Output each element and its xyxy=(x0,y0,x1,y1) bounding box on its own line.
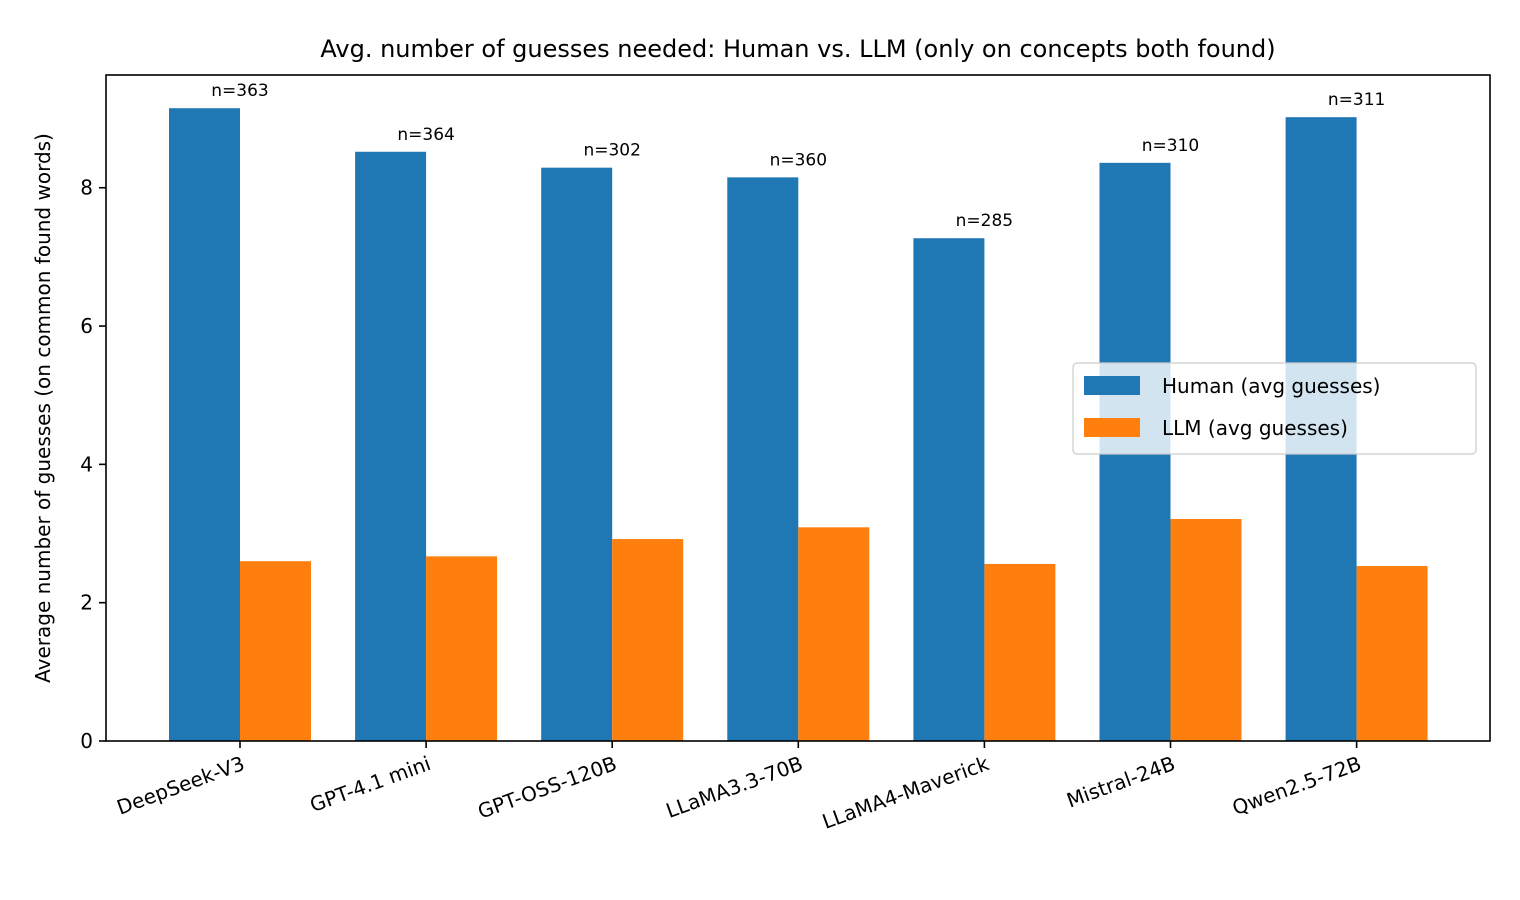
bar-llm-llama3-3-70b xyxy=(798,527,870,741)
y-tick-label-6: 6 xyxy=(80,314,93,338)
n-annotation-gpt-4-1-mini: n=364 xyxy=(397,125,454,145)
bar-human-llama3-3-70b xyxy=(727,177,799,742)
x-tick-label-mistral-24b: Mistral-24B xyxy=(1063,751,1178,812)
legend-label-llm: LLM (avg guesses) xyxy=(1162,416,1348,440)
y-tick-label-4: 4 xyxy=(80,452,93,476)
n-annotation-llama3-3-70b: n=360 xyxy=(770,150,827,170)
bar-llm-deepseek-v3 xyxy=(240,561,311,741)
n-annotation-llama4-maverick: n=285 xyxy=(956,211,1013,231)
bar-human-llama4-maverick xyxy=(913,238,985,741)
bar-human-deepseek-v3 xyxy=(169,108,240,741)
legend-swatch-llm xyxy=(1084,418,1140,437)
x-tick-label-gpt-4-1-mini: GPT-4.1 mini xyxy=(307,751,434,817)
y-tick-label-2: 2 xyxy=(80,591,93,615)
n-annotation-mistral-24b: n=310 xyxy=(1142,136,1199,156)
y-axis-title: Average number of guesses (on common fou… xyxy=(31,133,55,683)
n-annotation-deepseek-v3: n=363 xyxy=(211,81,268,101)
x-tick-label-llama3-3-70b: LLaMA3.3-70B xyxy=(663,751,806,823)
bar-llm-mistral-24b xyxy=(1170,519,1242,741)
legend-frame xyxy=(1072,362,1477,455)
bar-llm-qwen2-5-72b xyxy=(1356,566,1428,741)
x-tick-label-deepseek-v3: DeepSeek-V3 xyxy=(114,751,248,819)
bar-human-gpt-4-1-mini xyxy=(355,151,427,741)
x-tick-label-llama4-maverick: LLaMA4-Maverick xyxy=(819,751,992,834)
bar-human-gpt-oss-120b xyxy=(541,167,613,741)
y-axis: 0 2 4 6 8 xyxy=(80,176,106,753)
y-tick-label-8: 8 xyxy=(80,176,93,200)
n-annotation-qwen2-5-72b: n=311 xyxy=(1328,90,1385,110)
annotations-layer: n=363 n=364 n=302 n=360 n=285 n=310 n=311 xyxy=(211,81,1385,231)
legend-swatch-human xyxy=(1084,376,1140,395)
bar-llm-llama4-maverick xyxy=(984,563,1056,741)
legend-label-human: Human (avg guesses) xyxy=(1162,374,1380,398)
bar-llm-gpt-4-1-mini xyxy=(426,556,498,741)
legend: Human (avg guesses) LLM (avg guesses) xyxy=(1072,362,1477,455)
bar-llm-gpt-oss-120b xyxy=(612,539,684,741)
x-tick-label-gpt-oss-120b: GPT-OSS-120B xyxy=(475,751,620,823)
x-axis: DeepSeek-V3 GPT-4.1 mini GPT-OSS-120B LLaMA… xyxy=(114,741,1364,834)
x-tick-label-qwen2-5-72b: Qwen2.5-72B xyxy=(1229,751,1364,820)
chart-title: Avg. number of guesses needed: Human vs.… xyxy=(320,35,1275,63)
n-annotation-gpt-oss-120b: n=302 xyxy=(583,141,640,161)
y-tick-label-0: 0 xyxy=(80,729,93,753)
